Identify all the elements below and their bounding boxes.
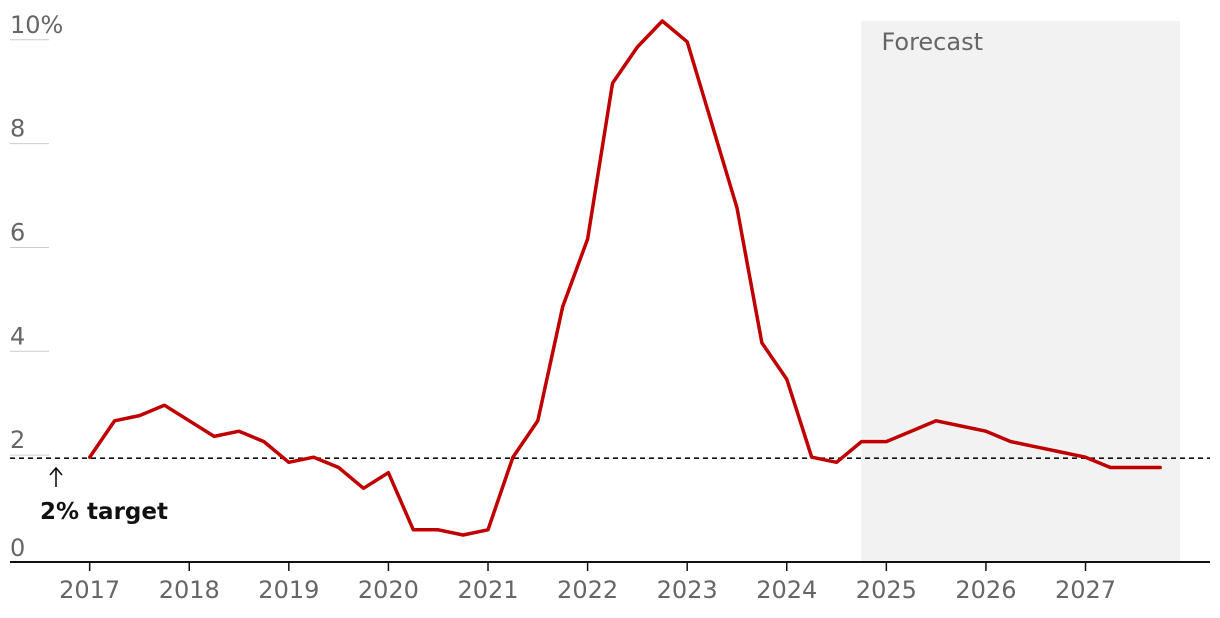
x-tick-label: 2023 (657, 576, 718, 604)
x-tick-label: 2025 (856, 576, 917, 604)
x-tick-label: 2024 (756, 576, 817, 604)
x-tick-label: 2027 (1055, 576, 1116, 604)
x-tick-label: 2019 (258, 576, 319, 604)
forecast-region (861, 21, 1181, 561)
y-axis-ticks: 10% 8 6 4 2 0 (10, 11, 63, 562)
target-arrow (49, 466, 63, 487)
x-axis-ticks: 2017 2018 2019 2020 2021 2022 2023 2024 2025 2026… (59, 562, 1116, 604)
y-tick-label: 2 (10, 426, 25, 454)
x-tick-label: 2017 (59, 576, 120, 604)
target-label: 2% target (40, 499, 168, 525)
forecast-label: Forecast (881, 28, 983, 56)
y-tick-label: 6 (10, 218, 25, 246)
x-tick-label: 2018 (159, 576, 220, 604)
x-tick-label: 2026 (955, 576, 1016, 604)
x-tick-label: 2022 (557, 576, 618, 604)
series-group (87, 19, 1162, 537)
y-tick-label: 8 (10, 115, 25, 143)
x-tick-label: 2020 (358, 576, 419, 604)
y-tick-label: 4 (10, 322, 25, 350)
y-tick-label: 0 (10, 534, 25, 562)
x-tick-label: 2021 (457, 576, 518, 604)
series-line (87, 19, 1162, 537)
y-tick-label: 10% (10, 11, 63, 39)
